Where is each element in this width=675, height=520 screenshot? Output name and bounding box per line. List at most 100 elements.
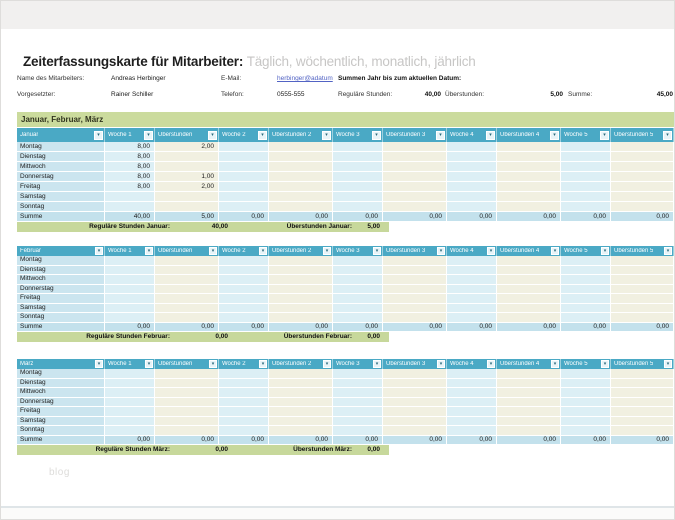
filter-dropdown-icon[interactable]: ▾: [601, 247, 609, 255]
data-cell[interactable]: [561, 256, 611, 266]
data-cell[interactable]: [269, 416, 333, 426]
data-cell[interactable]: [333, 397, 383, 407]
data-cell[interactable]: 8,00: [105, 152, 155, 162]
phone-value[interactable]: 0555-555: [277, 91, 305, 98]
data-cell[interactable]: [611, 182, 674, 192]
data-cell[interactable]: [383, 426, 447, 436]
data-cell[interactable]: [611, 303, 674, 313]
data-cell[interactable]: [447, 426, 497, 436]
data-cell[interactable]: [105, 416, 155, 426]
filter-dropdown-icon[interactable]: ▾: [600, 130, 609, 140]
data-cell[interactable]: [105, 369, 155, 379]
day-name-cell[interactable]: Sonntag: [17, 313, 105, 323]
data-cell[interactable]: [497, 192, 561, 202]
filter-dropdown-icon[interactable]: ▾: [601, 360, 609, 368]
data-cell[interactable]: [383, 152, 447, 162]
data-cell[interactable]: [333, 192, 383, 202]
data-cell[interactable]: [497, 202, 561, 212]
day-name-cell[interactable]: Mittwoch: [17, 388, 105, 398]
data-cell[interactable]: [447, 275, 497, 285]
data-cell[interactable]: [383, 172, 447, 182]
filter-dropdown-icon[interactable]: ▾: [259, 360, 267, 368]
data-cell[interactable]: [383, 192, 447, 202]
day-name-cell[interactable]: Dienstag: [17, 378, 105, 388]
data-cell[interactable]: [497, 142, 561, 152]
data-cell[interactable]: [611, 202, 674, 212]
data-cell[interactable]: [155, 162, 219, 172]
data-cell[interactable]: [497, 426, 561, 436]
regular-hours-value[interactable]: 40,00: [424, 91, 441, 98]
data-cell[interactable]: [447, 152, 497, 162]
data-cell[interactable]: 8,00: [105, 172, 155, 182]
data-cell[interactable]: [269, 388, 333, 398]
data-cell[interactable]: [383, 294, 447, 304]
data-cell[interactable]: [611, 426, 674, 436]
data-cell[interactable]: [383, 162, 447, 172]
data-cell[interactable]: [611, 313, 674, 323]
data-cell[interactable]: [333, 426, 383, 436]
data-cell[interactable]: [333, 265, 383, 275]
filter-dropdown-icon[interactable]: ▾: [144, 130, 153, 140]
data-cell[interactable]: [611, 152, 674, 162]
filter-dropdown-icon[interactable]: ▾: [322, 130, 331, 140]
data-cell[interactable]: [383, 142, 447, 152]
data-cell[interactable]: [219, 265, 269, 275]
data-cell[interactable]: [447, 162, 497, 172]
data-cell[interactable]: [447, 407, 497, 417]
data-cell[interactable]: [561, 407, 611, 417]
data-cell[interactable]: [611, 294, 674, 304]
data-cell[interactable]: [333, 162, 383, 172]
data-cell[interactable]: [269, 182, 333, 192]
data-cell[interactable]: [105, 397, 155, 407]
data-cell[interactable]: [219, 202, 269, 212]
data-cell[interactable]: [611, 265, 674, 275]
data-cell[interactable]: [383, 256, 447, 266]
data-cell[interactable]: [497, 172, 561, 182]
data-cell[interactable]: [383, 265, 447, 275]
data-cell[interactable]: [269, 265, 333, 275]
data-cell[interactable]: [611, 388, 674, 398]
data-cell[interactable]: [561, 162, 611, 172]
filter-dropdown-icon[interactable]: ▾: [437, 360, 445, 368]
data-cell[interactable]: [447, 182, 497, 192]
data-cell[interactable]: [447, 378, 497, 388]
data-cell[interactable]: [561, 172, 611, 182]
data-cell[interactable]: [105, 265, 155, 275]
data-cell[interactable]: [219, 256, 269, 266]
day-name-cell[interactable]: Montag: [17, 369, 105, 379]
data-cell[interactable]: [497, 388, 561, 398]
data-cell[interactable]: [561, 426, 611, 436]
data-cell[interactable]: [219, 172, 269, 182]
data-cell[interactable]: [611, 369, 674, 379]
data-cell[interactable]: [611, 172, 674, 182]
data-cell[interactable]: [561, 369, 611, 379]
filter-dropdown-icon[interactable]: ▾: [487, 360, 495, 368]
day-name-cell[interactable]: Mittwoch: [17, 275, 105, 285]
data-cell[interactable]: [105, 313, 155, 323]
data-cell[interactable]: [611, 142, 674, 152]
data-cell[interactable]: [611, 192, 674, 202]
filter-dropdown-icon[interactable]: ▾: [373, 247, 381, 255]
filter-dropdown-icon[interactable]: ▾: [323, 247, 331, 255]
data-cell[interactable]: [447, 265, 497, 275]
filter-dropdown-icon[interactable]: ▾: [95, 360, 103, 368]
data-cell[interactable]: [333, 172, 383, 182]
data-cell[interactable]: [561, 265, 611, 275]
data-cell[interactable]: [497, 275, 561, 285]
day-name-cell[interactable]: Samstag: [17, 192, 105, 202]
data-cell[interactable]: [105, 388, 155, 398]
data-cell[interactable]: 2,00: [155, 182, 219, 192]
data-cell[interactable]: [105, 303, 155, 313]
data-cell[interactable]: [219, 313, 269, 323]
data-cell[interactable]: [497, 369, 561, 379]
filter-dropdown-icon[interactable]: ▾: [664, 360, 672, 368]
data-cell[interactable]: [333, 294, 383, 304]
data-cell[interactable]: [497, 265, 561, 275]
data-cell[interactable]: [269, 256, 333, 266]
overtime-value[interactable]: 5,00: [550, 91, 563, 98]
filter-dropdown-icon[interactable]: ▾: [487, 247, 495, 255]
data-cell[interactable]: [269, 162, 333, 172]
data-cell[interactable]: [105, 284, 155, 294]
day-name-cell[interactable]: Montag: [17, 142, 105, 152]
data-cell[interactable]: [219, 388, 269, 398]
